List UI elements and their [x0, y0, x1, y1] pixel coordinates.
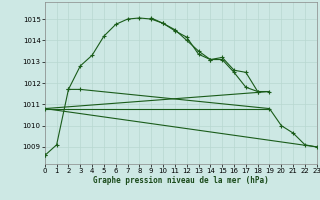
- X-axis label: Graphe pression niveau de la mer (hPa): Graphe pression niveau de la mer (hPa): [93, 176, 269, 185]
